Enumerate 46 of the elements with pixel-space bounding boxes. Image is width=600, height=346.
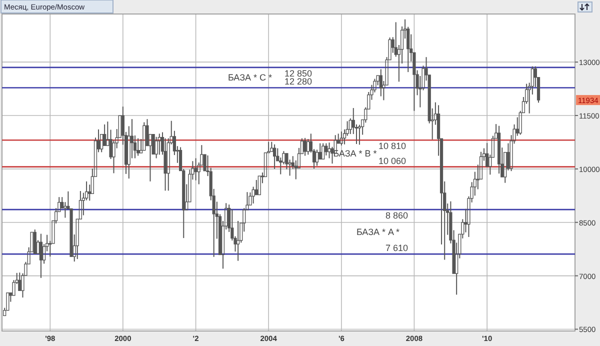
candlestick — [103, 124, 106, 146]
candlestick — [322, 142, 325, 160]
candlestick — [252, 186, 255, 204]
annotation: БАЗА * A * — [356, 226, 400, 237]
ref-line-label: 10 060 — [378, 156, 406, 166]
candlestick — [473, 171, 476, 196]
candlestick — [18, 272, 22, 291]
candlestick — [203, 154, 206, 172]
candlestick — [400, 26, 404, 64]
candlestick — [328, 142, 331, 159]
candlestick — [504, 152, 507, 184]
candlestick — [340, 131, 343, 146]
candlestick — [236, 220, 240, 262]
candlestick — [379, 68, 382, 97]
candlestick — [194, 158, 198, 181]
candlestick — [39, 233, 43, 278]
candlestick — [324, 142, 328, 156]
candlestick — [82, 192, 85, 216]
candlestick — [479, 151, 483, 180]
candlestick — [352, 108, 355, 135]
ref-line-label: 10 810 — [378, 141, 406, 152]
candlestick — [146, 118, 149, 146]
ref-line-label: 7 610 — [385, 243, 408, 254]
candlestick — [133, 134, 137, 159]
annotation: БАЗА * B * — [333, 148, 378, 158]
candlestick — [60, 196, 64, 208]
candlestick — [127, 126, 130, 180]
annotation: БАЗА * C * — [228, 72, 273, 83]
candlestick — [285, 153, 288, 170]
ref-line-label: 12 850 — [284, 68, 312, 78]
candlestick — [412, 52, 416, 112]
candlestick — [264, 152, 268, 178]
candlestick — [486, 142, 489, 167]
candlestick — [70, 208, 73, 257]
ref-line-label: 8 860 — [385, 210, 408, 221]
candlestick — [158, 133, 161, 156]
ref-line-label: 12 280 — [284, 76, 312, 87]
candlestick — [33, 228, 36, 254]
candlestick — [279, 157, 282, 175]
candlestick — [272, 144, 276, 170]
candlestick — [254, 179, 258, 196]
candlestick — [164, 138, 167, 192]
candlestick — [318, 142, 322, 160]
candlestick — [136, 138, 140, 156]
candlestick — [497, 125, 501, 174]
candlestick — [258, 176, 261, 196]
